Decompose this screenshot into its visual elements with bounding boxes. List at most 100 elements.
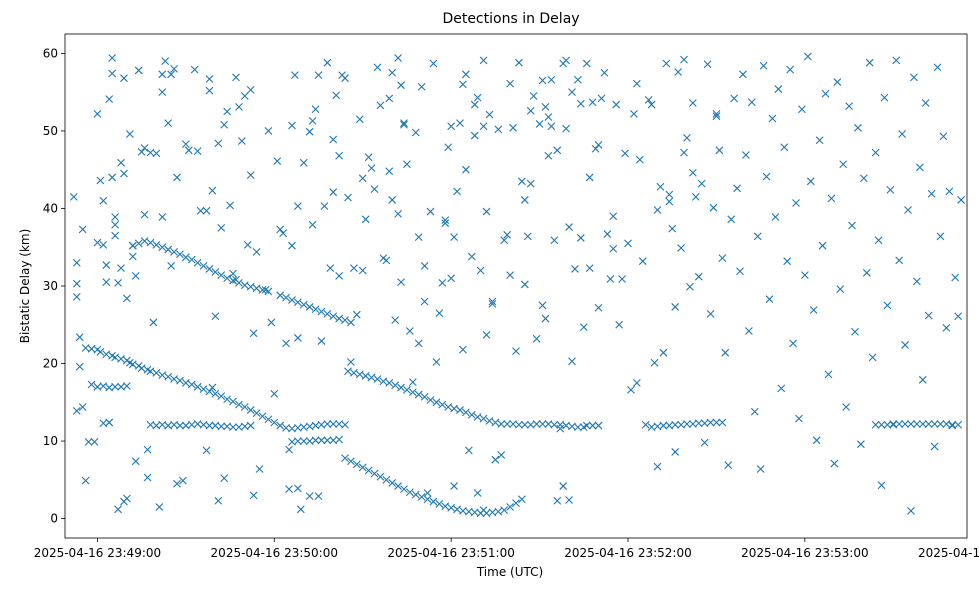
detection-point bbox=[653, 206, 662, 214]
detection-point bbox=[288, 121, 296, 130]
detection-point bbox=[364, 153, 373, 162]
detection-point bbox=[311, 305, 320, 314]
detection-point bbox=[288, 241, 296, 250]
detection-point bbox=[305, 127, 314, 136]
detection-point bbox=[671, 448, 680, 456]
detection-point bbox=[149, 318, 158, 327]
detection-point bbox=[249, 329, 258, 338]
detection-point bbox=[164, 245, 173, 254]
detection-point bbox=[895, 256, 904, 265]
detection-point bbox=[786, 65, 795, 74]
detection-point bbox=[270, 389, 279, 398]
detection-point bbox=[441, 216, 450, 224]
detection-point bbox=[609, 212, 618, 221]
detection-point bbox=[176, 376, 184, 385]
detection-point bbox=[736, 267, 744, 276]
detection-point bbox=[594, 421, 603, 430]
detection-point bbox=[529, 92, 538, 100]
detection-point bbox=[158, 371, 167, 380]
detection-point bbox=[420, 297, 429, 306]
detection-point bbox=[500, 506, 509, 514]
detection-point bbox=[824, 370, 833, 379]
detection-point bbox=[246, 171, 255, 180]
detection-point bbox=[423, 495, 432, 504]
detection-point bbox=[756, 465, 765, 473]
detection-point bbox=[140, 237, 149, 245]
detection-point bbox=[276, 291, 285, 300]
detection-point bbox=[895, 420, 904, 428]
detection-point bbox=[877, 420, 886, 429]
detection-point bbox=[108, 173, 117, 182]
detection-point bbox=[721, 348, 730, 357]
detection-point bbox=[323, 420, 332, 428]
detection-point bbox=[276, 225, 285, 234]
detection-point bbox=[544, 113, 553, 121]
detection-point bbox=[774, 85, 783, 93]
detection-point bbox=[158, 243, 167, 252]
detection-point bbox=[930, 442, 939, 451]
detection-point bbox=[579, 323, 588, 331]
detection-point bbox=[856, 440, 865, 449]
detection-point bbox=[574, 75, 582, 84]
detection-point bbox=[417, 82, 426, 91]
detection-point bbox=[108, 54, 117, 62]
detection-point bbox=[364, 466, 373, 475]
y-tick-label: 30 bbox=[43, 279, 58, 293]
detection-point bbox=[308, 116, 317, 125]
detection-point bbox=[562, 124, 570, 133]
detection-point bbox=[750, 407, 759, 416]
detection-point bbox=[921, 99, 930, 107]
detection-point bbox=[659, 421, 668, 430]
detection-point bbox=[205, 75, 214, 83]
detection-point bbox=[724, 461, 733, 470]
detection-point bbox=[329, 135, 338, 144]
detection-point bbox=[105, 418, 114, 427]
y-tick-label: 40 bbox=[43, 201, 58, 215]
detection-point bbox=[361, 372, 370, 380]
x-tick-label: 2025-04-16 23:51:00 bbox=[387, 546, 514, 560]
detection-point bbox=[252, 247, 261, 256]
detection-point bbox=[72, 406, 81, 415]
detection-point bbox=[839, 160, 848, 169]
detection-point bbox=[588, 421, 597, 430]
detection-point bbox=[954, 312, 963, 321]
detection-point bbox=[355, 370, 364, 379]
detection-point bbox=[874, 236, 883, 245]
detection-point bbox=[854, 123, 862, 132]
detection-point bbox=[609, 244, 618, 253]
detection-point bbox=[638, 257, 647, 266]
detection-point bbox=[883, 420, 892, 429]
detection-point bbox=[282, 339, 290, 348]
detection-point bbox=[506, 503, 514, 511]
detection-point bbox=[367, 373, 376, 382]
detection-point bbox=[243, 241, 252, 249]
detection-point bbox=[305, 303, 314, 311]
detection-point bbox=[918, 375, 927, 384]
detection-point bbox=[594, 140, 603, 149]
detection-point bbox=[329, 188, 338, 197]
detection-point bbox=[877, 481, 886, 490]
detection-point bbox=[806, 177, 815, 186]
detection-point bbox=[868, 353, 877, 362]
detection-point bbox=[473, 413, 482, 421]
detection-point bbox=[441, 502, 450, 511]
detection-point bbox=[727, 215, 736, 224]
detection-point bbox=[462, 408, 470, 417]
detection-point bbox=[173, 173, 181, 182]
detection-point bbox=[229, 397, 237, 406]
detection-point bbox=[78, 225, 87, 234]
detection-point bbox=[317, 436, 326, 445]
detection-point bbox=[665, 190, 674, 199]
detection-point bbox=[753, 232, 762, 241]
detection-point bbox=[223, 107, 232, 116]
detection-point bbox=[288, 296, 296, 304]
detection-point bbox=[382, 475, 391, 484]
detection-point bbox=[665, 197, 674, 206]
detection-point bbox=[293, 334, 302, 342]
y-axis-ticks: 0 10 20 30 40 50 60 bbox=[43, 46, 65, 526]
detection-point bbox=[226, 201, 234, 210]
detection-point bbox=[105, 95, 114, 104]
detection-point bbox=[134, 239, 143, 248]
detection-point bbox=[653, 462, 662, 471]
detection-point bbox=[205, 86, 214, 95]
